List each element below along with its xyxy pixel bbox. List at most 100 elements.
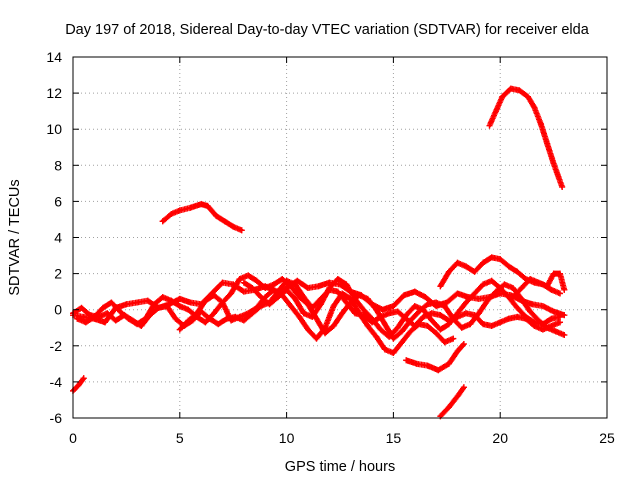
data-point xyxy=(433,299,440,306)
data-point xyxy=(518,285,525,292)
data-point xyxy=(334,288,341,295)
data-point xyxy=(441,303,448,310)
data-point xyxy=(304,301,311,308)
series-track-9 xyxy=(176,286,457,357)
data-point xyxy=(454,290,461,297)
data-point xyxy=(488,322,495,329)
data-point xyxy=(185,306,192,313)
data-point xyxy=(516,87,523,94)
data-point xyxy=(159,218,166,225)
series-track-10 xyxy=(240,276,564,340)
grid-lines xyxy=(73,57,607,418)
data-point xyxy=(398,339,405,346)
series-track-path xyxy=(159,201,245,234)
data-point xyxy=(529,301,536,308)
data-point xyxy=(411,303,418,310)
data-point xyxy=(510,285,517,292)
series-track-11 xyxy=(437,254,564,297)
data-point xyxy=(394,324,401,331)
data-point xyxy=(544,140,551,147)
data-point xyxy=(381,346,388,353)
data-point xyxy=(522,313,529,320)
data-point xyxy=(467,321,474,328)
data-point xyxy=(204,202,211,209)
data-point xyxy=(210,310,217,317)
data-point xyxy=(377,326,384,333)
y-tick-label: 14 xyxy=(46,49,62,65)
data-point xyxy=(416,321,423,328)
x-tick-label: 5 xyxy=(176,430,184,446)
data-point xyxy=(230,223,237,230)
data-point xyxy=(561,331,568,338)
data-point xyxy=(535,279,542,286)
data-point xyxy=(475,310,482,317)
data-point xyxy=(428,317,435,324)
data-point xyxy=(80,375,87,382)
data-point xyxy=(228,290,235,297)
data-point xyxy=(287,303,294,310)
chart-title: Day 197 of 2018, Sidereal Day-to-day VTE… xyxy=(65,22,590,38)
data-point xyxy=(176,326,183,333)
data-point xyxy=(497,256,504,263)
data-point xyxy=(411,288,418,295)
data-point xyxy=(460,384,467,391)
data-point xyxy=(505,263,512,270)
data-point xyxy=(557,313,564,320)
y-tick-label: -6 xyxy=(50,410,63,426)
data-point xyxy=(187,204,194,211)
data-point xyxy=(497,319,504,326)
data-point xyxy=(561,312,568,319)
data-point xyxy=(437,312,444,319)
data-point xyxy=(480,281,487,288)
data-point xyxy=(304,326,311,333)
axis-ticks: 0 5 10 15 20 25 -6 -4 -2 0 2 4 6 8 10 12 14 xyxy=(46,49,615,446)
data-point xyxy=(202,297,209,304)
data-point xyxy=(510,294,517,301)
data-point xyxy=(445,404,452,411)
data-point xyxy=(557,290,564,297)
data-point xyxy=(283,286,290,293)
series-track-2 xyxy=(159,201,245,234)
data-point xyxy=(454,393,461,400)
data-point xyxy=(102,319,109,326)
data-point xyxy=(403,312,410,319)
data-point xyxy=(499,93,506,100)
data-point xyxy=(364,295,371,302)
data-point xyxy=(475,295,482,302)
data-point xyxy=(330,303,337,310)
data-point xyxy=(492,288,499,295)
data-point xyxy=(527,308,534,315)
data-point xyxy=(505,315,512,322)
data-point xyxy=(294,277,301,284)
data-point xyxy=(238,227,245,234)
data-series-layer xyxy=(70,85,568,420)
data-point xyxy=(75,382,82,389)
data-point xyxy=(488,277,495,284)
data-point xyxy=(219,299,226,306)
data-point xyxy=(480,321,487,328)
data-point xyxy=(463,263,470,270)
series-track-1 xyxy=(486,85,566,190)
data-point xyxy=(539,303,546,310)
data-point xyxy=(219,279,226,286)
data-point xyxy=(561,286,568,293)
data-point xyxy=(176,295,183,302)
data-point xyxy=(292,281,299,288)
x-tick-label: 15 xyxy=(386,430,402,446)
data-point xyxy=(401,292,408,299)
data-point xyxy=(548,315,555,322)
data-point xyxy=(249,285,256,292)
data-point xyxy=(454,259,461,266)
data-point xyxy=(245,310,252,317)
data-point xyxy=(279,276,286,283)
data-point xyxy=(527,276,534,283)
data-point xyxy=(484,297,491,304)
data-point xyxy=(424,301,431,308)
data-point xyxy=(492,108,499,115)
data-point xyxy=(557,319,564,326)
data-point xyxy=(514,304,521,311)
series-track-5 xyxy=(437,384,467,420)
data-point xyxy=(339,310,346,317)
data-point xyxy=(104,310,111,317)
data-point xyxy=(435,367,442,374)
